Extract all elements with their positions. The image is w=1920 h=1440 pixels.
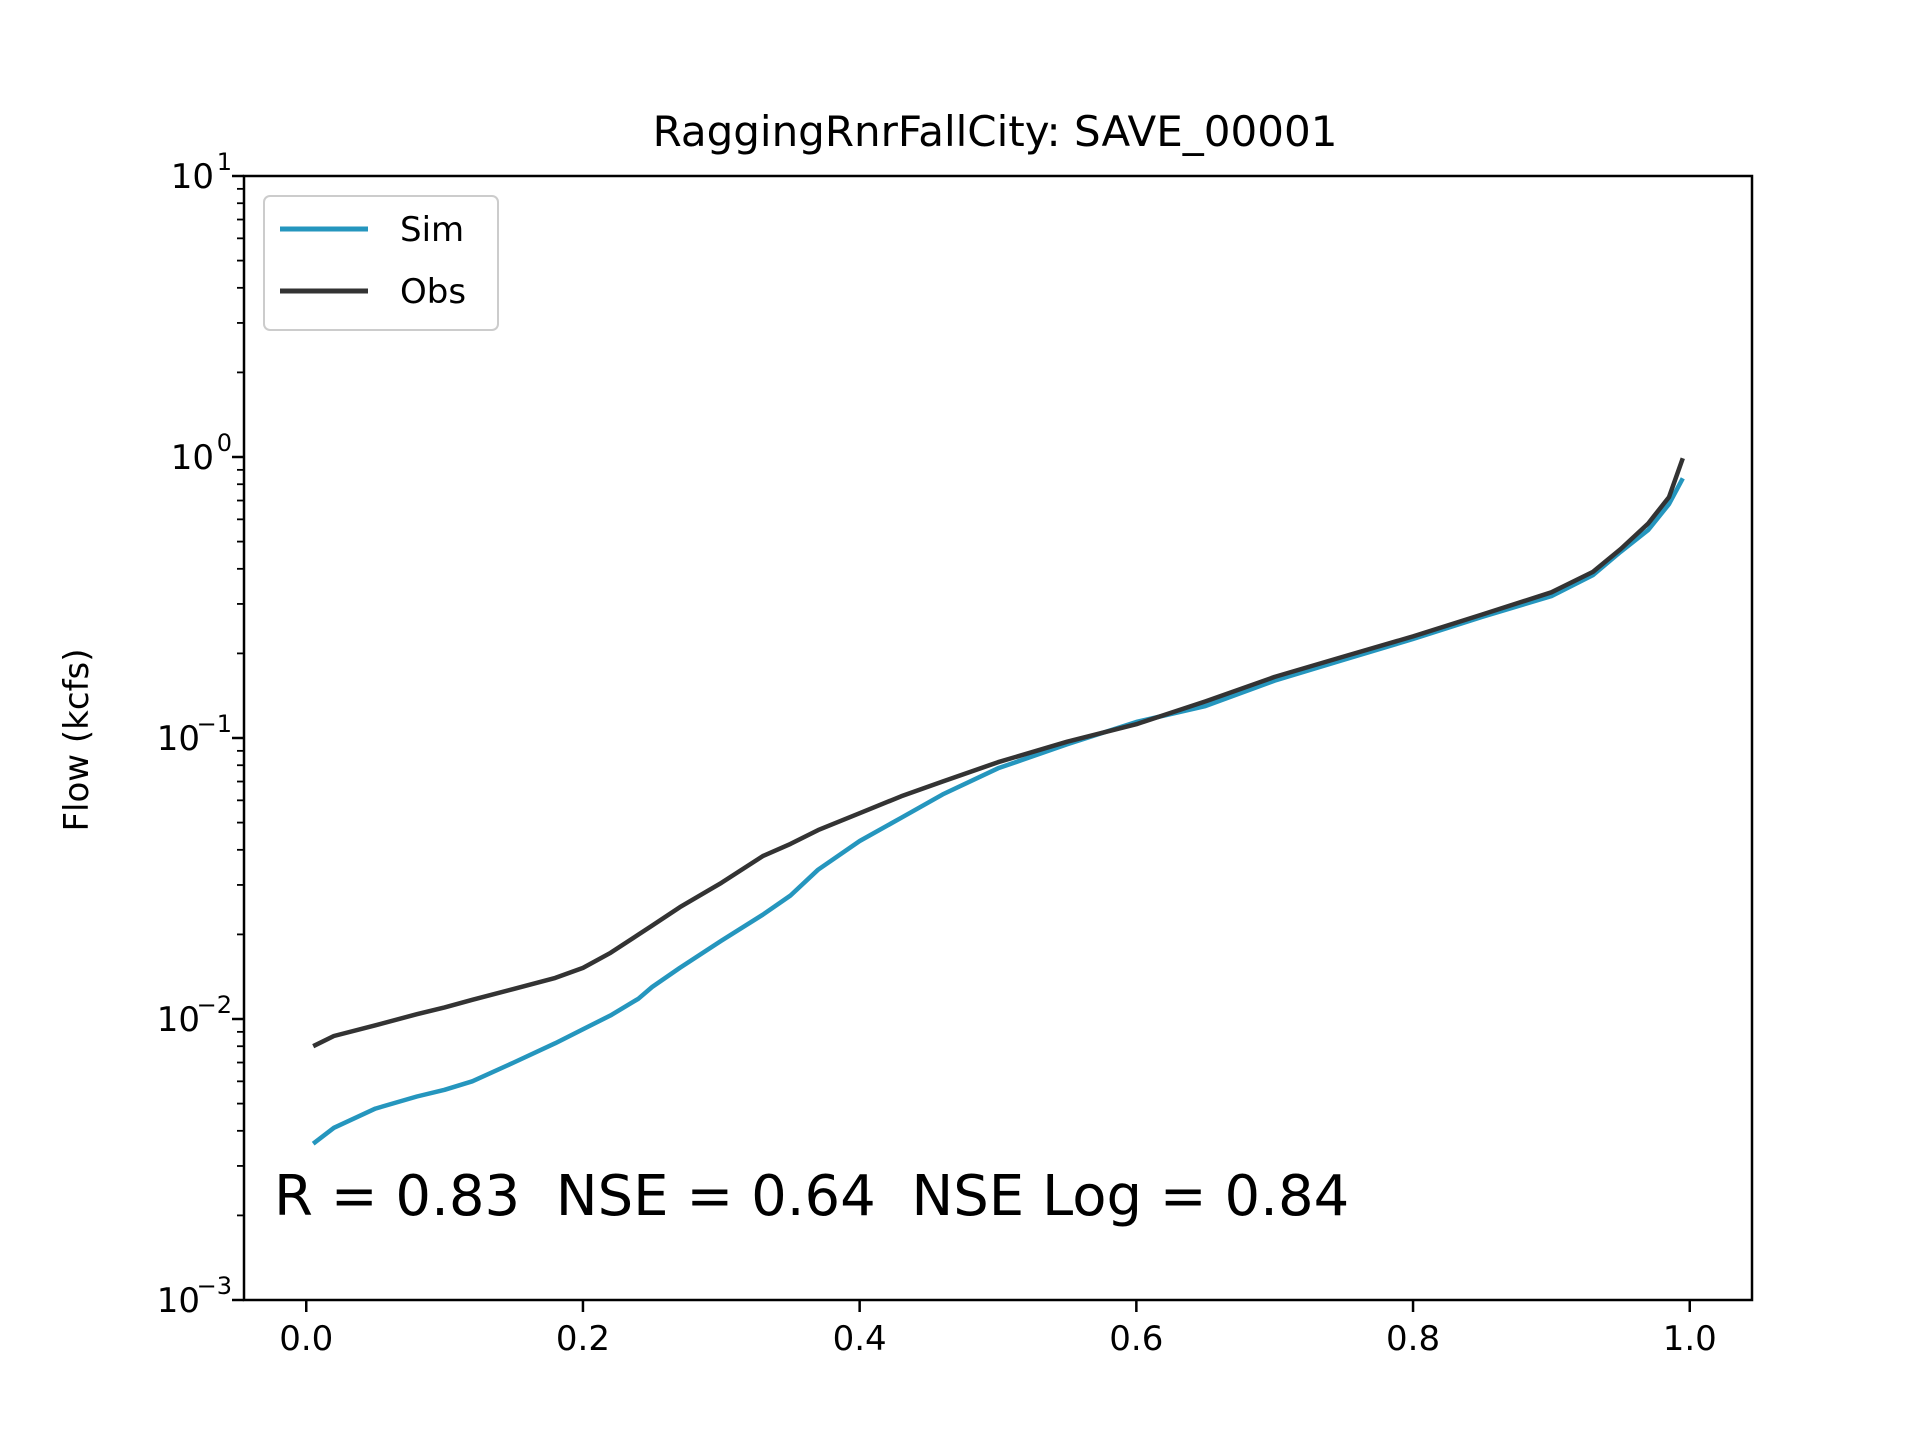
- legend: Sim Obs: [263, 195, 499, 331]
- y-tick-exponent: 0: [217, 429, 232, 457]
- chart-title: RaggingRnrFallCity: SAVE_00001: [653, 107, 1338, 156]
- y-tick-base: 10: [171, 438, 214, 478]
- y-tick-exponent: 1: [217, 148, 232, 176]
- series-lines: [311, 457, 1685, 1146]
- y-tick-label: 10: [157, 1281, 200, 1321]
- x-tick-label: 1.0: [1663, 1319, 1717, 1359]
- y-axis-label: Flow (kcfs): [57, 648, 97, 831]
- x-tick-label: 0.2: [556, 1319, 610, 1359]
- y-tick-label: 10: [157, 719, 200, 759]
- legend-label-sim: Sim: [400, 210, 464, 250]
- x-tick-label: 0.8: [1386, 1319, 1440, 1359]
- y-tick-exponent: −1: [197, 710, 232, 738]
- y-tick-base: 10: [171, 157, 214, 197]
- y-tick-label: 10: [157, 1000, 200, 1040]
- series-line-obs: [312, 457, 1685, 1049]
- y-tick-label: 10: [171, 157, 214, 197]
- y-tick-label: 10: [171, 438, 214, 478]
- x-tick-label: 0.4: [833, 1319, 887, 1359]
- y-tick-base: 10: [157, 1281, 200, 1321]
- stats-annotation: R = 0.83 NSE = 0.64 NSE Log = 0.84: [274, 1164, 1349, 1229]
- x-tick-label: 0.6: [1109, 1319, 1163, 1359]
- plot-area-frame: [242, 174, 1754, 1302]
- series-line-sim: [311, 477, 1685, 1146]
- y-tick-base: 10: [157, 1000, 200, 1040]
- y-tick-exponent: −3: [197, 1272, 232, 1300]
- x-tick-label: 0.0: [279, 1319, 333, 1359]
- x-axis: 0.0 0.2 0.4 0.6 0.8 1.0: [279, 1300, 1717, 1359]
- y-tick-base: 10: [157, 719, 200, 759]
- y-tick-exponent: −2: [197, 991, 232, 1019]
- legend-label-obs: Obs: [400, 272, 466, 312]
